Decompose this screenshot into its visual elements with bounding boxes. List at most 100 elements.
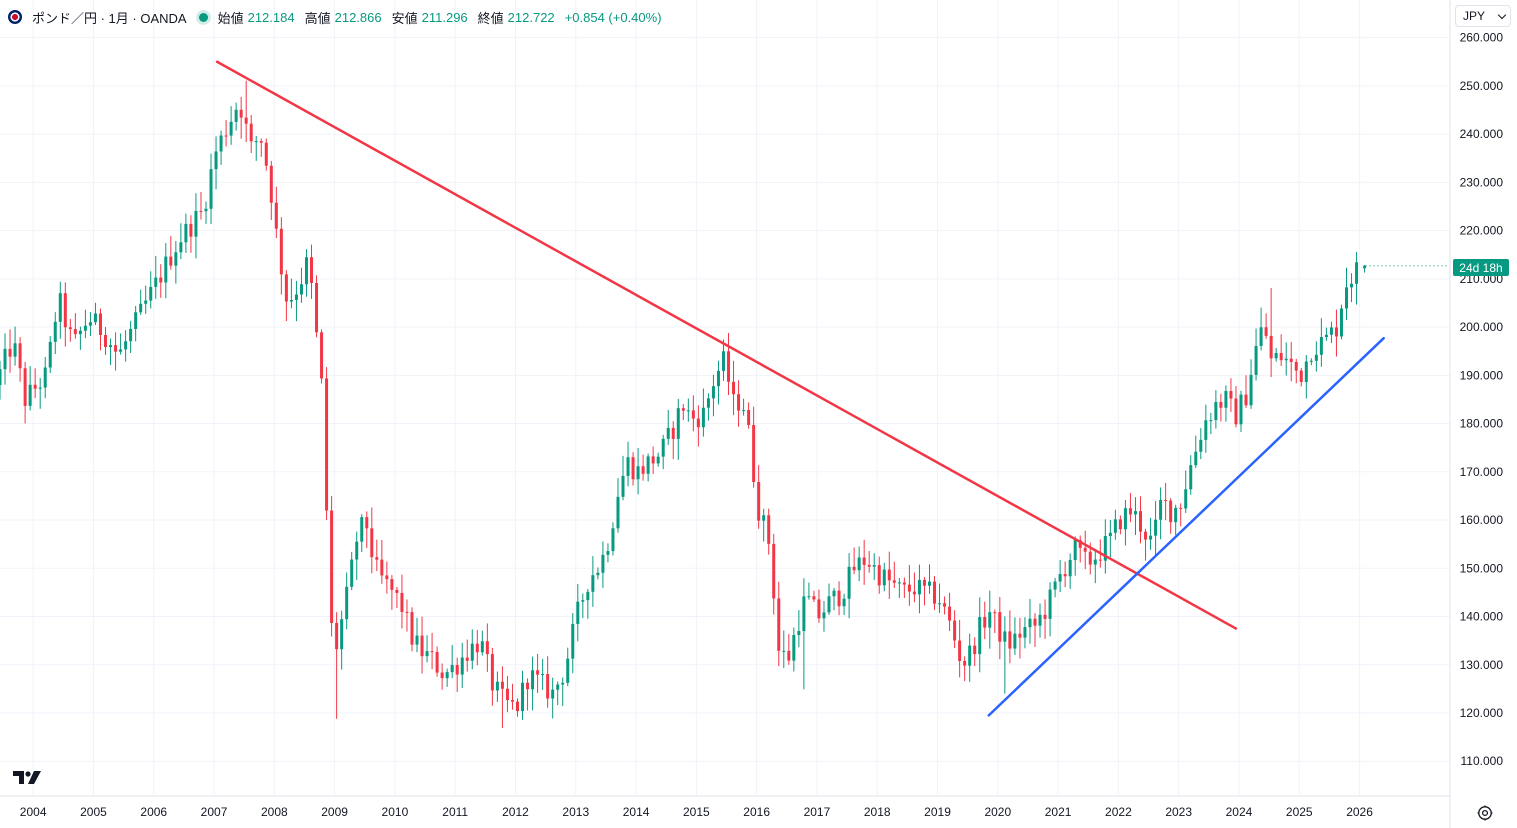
- candle-up: [139, 289, 143, 315]
- candle-body: [304, 257, 308, 285]
- candle-body: [1164, 500, 1168, 502]
- candle-body: [852, 566, 856, 571]
- candle-body: [0, 369, 2, 385]
- candle-down: [320, 329, 324, 384]
- candle-up: [832, 587, 836, 611]
- candle-down: [420, 616, 424, 674]
- candle-body: [1324, 334, 1328, 338]
- candle-down: [1083, 530, 1087, 570]
- candle-body: [154, 277, 158, 287]
- candle-body: [1038, 614, 1042, 626]
- candle-down: [887, 551, 891, 599]
- candle-body: [515, 701, 519, 712]
- candle-up: [661, 434, 665, 470]
- gear-icon[interactable]: [1476, 804, 1494, 822]
- candle-body: [259, 141, 263, 143]
- candle-body: [747, 410, 751, 425]
- candle-body: [43, 367, 47, 388]
- candle-body: [536, 670, 540, 675]
- candle-up: [304, 249, 308, 297]
- close-label: 終値: [477, 10, 504, 26]
- candle-body: [284, 274, 288, 302]
- y-tick-label: 190.000: [1460, 368, 1504, 382]
- y-tick-label: 260.000: [1460, 31, 1504, 45]
- candle-body: [445, 672, 449, 679]
- candle-up: [345, 572, 349, 630]
- trendlines: [215, 60, 1450, 717]
- candle-down: [239, 96, 243, 139]
- candle-up: [762, 508, 766, 542]
- tradingview-logo-icon[interactable]: [12, 768, 44, 786]
- candle-body: [902, 582, 906, 585]
- candle-down: [169, 236, 173, 270]
- candle-down: [651, 446, 655, 475]
- candle-down: [485, 623, 489, 672]
- candle-body: [922, 579, 926, 586]
- candle-up: [1259, 307, 1263, 351]
- candle-up: [1350, 273, 1354, 303]
- candle-body: [1083, 547, 1087, 552]
- candle-body: [294, 294, 298, 301]
- candle-up: [968, 633, 972, 682]
- candle-up: [882, 562, 886, 592]
- candle-down: [993, 609, 997, 634]
- candle-up: [184, 213, 188, 253]
- uk-flag-icon: [8, 10, 22, 24]
- candle-body: [299, 284, 303, 295]
- candle-body: [1219, 401, 1223, 408]
- y-tick-label: 120.000: [1460, 706, 1504, 720]
- candle-up: [701, 388, 705, 437]
- candle-body: [320, 332, 324, 379]
- candle-up: [541, 659, 545, 690]
- candle-body: [239, 109, 243, 118]
- currency-select[interactable]: JPY: [1455, 5, 1511, 27]
- candle-up: [616, 478, 620, 533]
- candle-body: [144, 300, 148, 304]
- candle-down: [912, 572, 916, 603]
- candle-up: [606, 543, 610, 563]
- candle-body: [1043, 614, 1047, 619]
- candle-down: [862, 539, 866, 585]
- candle-body: [1345, 287, 1349, 309]
- candle-up: [1113, 509, 1117, 540]
- candle-body: [470, 643, 474, 661]
- candle-up: [1159, 487, 1163, 540]
- candle-body: [671, 427, 675, 439]
- candle-body: [385, 575, 389, 580]
- candle-down: [1018, 617, 1022, 659]
- candle-body: [1169, 500, 1173, 523]
- candle-up: [1324, 327, 1328, 341]
- candle-body: [998, 612, 1002, 642]
- candle-body: [802, 596, 806, 632]
- candle-up: [1053, 577, 1057, 598]
- candle-up: [711, 374, 715, 417]
- candle-body: [576, 601, 580, 624]
- candle-down: [365, 511, 369, 549]
- candle-body: [546, 674, 550, 699]
- candle-down: [1078, 535, 1082, 563]
- grid: [0, 0, 1450, 795]
- candle-up: [78, 326, 82, 350]
- candle-down: [998, 597, 1002, 660]
- candle-body: [415, 635, 419, 645]
- candle-body: [1184, 489, 1188, 509]
- symbol-title[interactable]: ポンド／円 · 1月 · OANDA: [32, 10, 187, 26]
- candle-body: [897, 582, 901, 584]
- market-status-icon[interactable]: [198, 12, 208, 22]
- candle-body: [832, 590, 836, 597]
- candle-down: [435, 646, 439, 677]
- candle-down: [310, 244, 314, 299]
- candle-up: [716, 360, 720, 405]
- candle-body: [119, 349, 123, 352]
- candle-up: [1123, 500, 1127, 546]
- candle-body: [721, 351, 725, 371]
- candle-body: [626, 457, 630, 476]
- x-axis: 2004 2005 2006 2007 2008 2009 2010 2011 2012 2013…: [0, 795, 1450, 819]
- candle-body: [1289, 358, 1293, 362]
- candle-body: [933, 581, 937, 604]
- candle-body: [676, 408, 680, 439]
- candle-body: [1284, 358, 1288, 361]
- candle-up: [58, 281, 62, 339]
